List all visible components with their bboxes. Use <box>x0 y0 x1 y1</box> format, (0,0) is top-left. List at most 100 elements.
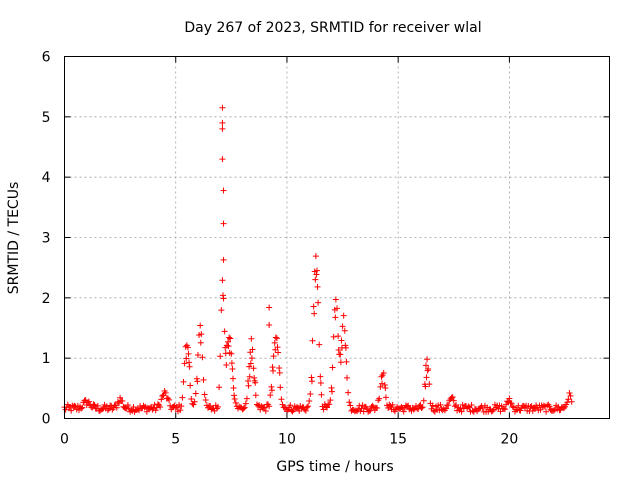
data-point <box>225 343 232 350</box>
data-point <box>190 401 197 408</box>
data-point <box>316 341 323 348</box>
data-point <box>550 407 557 414</box>
data-point <box>517 407 524 414</box>
data-point <box>389 401 396 408</box>
data-point <box>335 347 342 354</box>
data-point <box>232 399 239 406</box>
data-point <box>194 351 201 358</box>
data-point <box>334 305 340 312</box>
y-tick-label: 2 <box>42 291 51 307</box>
data-point <box>346 399 353 406</box>
y-tick-label: 3 <box>42 231 51 247</box>
data-point <box>565 396 572 403</box>
data-point <box>219 292 226 299</box>
data-point <box>315 299 322 306</box>
data-point <box>306 397 313 404</box>
data-point <box>242 400 249 407</box>
data-point <box>287 402 294 409</box>
data-point <box>318 391 325 398</box>
data-point <box>312 276 319 283</box>
data-point <box>426 381 433 388</box>
data-point <box>424 356 431 363</box>
data-point <box>159 392 166 399</box>
data-point <box>374 405 381 412</box>
data-point <box>250 365 257 372</box>
data-point <box>79 404 86 411</box>
data-point <box>305 403 312 410</box>
y-tick-label: 4 <box>42 170 51 186</box>
data-point <box>342 344 349 351</box>
data-point <box>157 403 164 410</box>
data-point <box>229 365 236 372</box>
data-point <box>267 392 274 399</box>
data-point <box>266 304 273 311</box>
data-point <box>221 328 228 335</box>
data-point <box>220 220 227 227</box>
data-point <box>179 394 186 401</box>
data-point <box>423 374 430 381</box>
data-point <box>400 408 407 415</box>
data-point <box>220 256 227 263</box>
data-point <box>278 396 285 403</box>
data-point <box>177 407 184 414</box>
data-point <box>223 362 230 369</box>
data-point <box>227 335 234 342</box>
data-point <box>216 384 223 391</box>
data-point <box>274 344 281 351</box>
data-point <box>445 402 452 409</box>
data-point <box>158 396 165 403</box>
data-point <box>311 310 318 317</box>
data-point <box>337 359 344 366</box>
data-point <box>231 395 238 402</box>
data-point <box>335 333 342 340</box>
data-point <box>198 331 205 338</box>
data-point <box>568 398 575 405</box>
data-point <box>376 395 383 402</box>
x-tick-label: 5 <box>171 432 180 448</box>
data-point <box>398 404 405 411</box>
x-axis-ticks: 0 5 10 15 20 <box>60 56 518 448</box>
data-point <box>358 405 365 412</box>
data-point <box>184 344 191 351</box>
data-point <box>241 404 248 411</box>
data-point <box>220 187 227 194</box>
data-point <box>219 104 226 111</box>
data-point <box>508 400 515 407</box>
data-point <box>419 404 426 411</box>
data-point <box>326 401 333 408</box>
data-point <box>199 354 206 361</box>
data-point <box>430 407 437 414</box>
data-point <box>501 406 508 413</box>
data-point <box>246 363 253 370</box>
x-tick-label: 20 <box>500 432 518 448</box>
data-point <box>339 323 346 330</box>
data-point <box>247 360 254 367</box>
data-point <box>560 405 567 412</box>
y-tick-label: 6 <box>42 50 51 66</box>
data-point <box>527 404 534 411</box>
data-point <box>340 312 347 319</box>
data-point <box>249 346 256 353</box>
data-point <box>379 380 386 387</box>
data-point <box>81 397 88 404</box>
data-point <box>546 403 553 410</box>
data-point <box>314 283 321 290</box>
data-point <box>201 391 208 398</box>
data-point <box>276 364 283 371</box>
y-tick-label: 1 <box>42 351 51 367</box>
data-point <box>186 359 193 366</box>
data-point <box>124 401 131 408</box>
data-point <box>228 350 235 357</box>
data-point <box>555 403 562 410</box>
data-point <box>78 405 85 412</box>
data-point <box>149 406 156 413</box>
data-point <box>183 355 190 362</box>
data-point <box>91 402 98 409</box>
data-point <box>329 364 336 371</box>
data-point <box>262 408 269 415</box>
data-point <box>218 307 225 314</box>
data-point <box>192 390 199 397</box>
data-point <box>178 403 185 410</box>
data-point <box>443 405 449 412</box>
data-point <box>468 402 475 409</box>
